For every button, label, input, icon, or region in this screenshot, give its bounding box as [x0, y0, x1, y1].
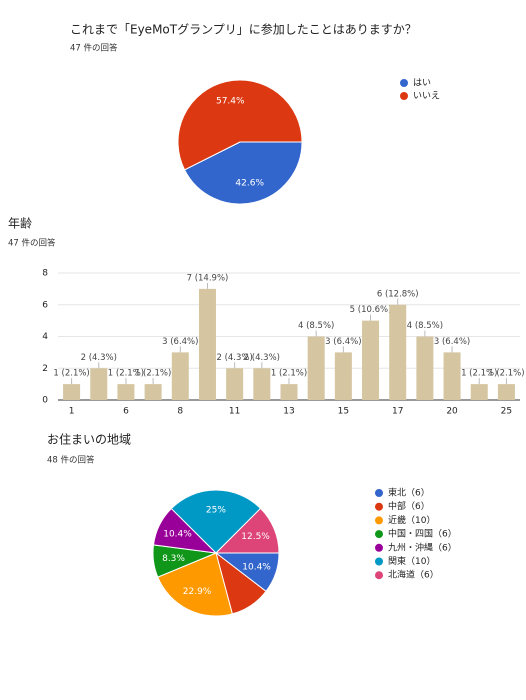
bar-value-label: 3 (6.4%) — [162, 337, 198, 347]
y-tick-label: 6 — [42, 300, 48, 310]
legend-label: 関東（10） — [388, 555, 435, 567]
bar-value-label: 4 (8.5%) — [407, 321, 443, 331]
slice-label: 22.9% — [183, 587, 212, 597]
legend-label: 中国・四国（6） — [388, 528, 457, 540]
bar — [443, 352, 461, 400]
legend-label: 東北（6） — [388, 487, 430, 499]
pie-slice — [177, 79, 303, 171]
bar-value-label: 1 (2.1%) — [488, 369, 524, 379]
bar-value-label: 4 (8.5%) — [298, 321, 334, 331]
pie-slice — [157, 552, 233, 617]
pie-slice — [183, 141, 303, 205]
y-tick-label: 0 — [42, 396, 48, 406]
bar-value-label: 1 (2.1%) — [135, 369, 171, 379]
bar — [144, 384, 162, 400]
legend-swatch — [375, 530, 383, 539]
x-tick-label: 20 — [446, 407, 458, 417]
bar — [90, 368, 108, 400]
bar — [416, 336, 434, 400]
bar — [226, 368, 244, 400]
chart-title: これまで「EyeMoTグランプリ」に参加したことはありますか？ — [70, 22, 417, 37]
chart-subtitle: 48 件の回答 — [47, 455, 95, 466]
bar-value-label: 2 (4.3%) — [216, 353, 252, 363]
slice-label: 10.4% — [242, 562, 271, 572]
slice-label: 25% — [206, 506, 226, 516]
legend-swatch — [375, 543, 383, 552]
legend-swatch — [375, 489, 383, 497]
slice-label: 12.5% — [241, 532, 270, 542]
legend-label: いいえ — [413, 91, 440, 102]
x-tick-label: 25 — [501, 407, 512, 417]
chart-title: 年齢 — [8, 216, 32, 231]
bar — [198, 288, 216, 400]
chart-subtitle: 47 件の回答 — [70, 43, 118, 54]
x-tick-label: 15 — [338, 407, 349, 417]
legend-label: 北海道（6） — [388, 569, 439, 581]
bar — [253, 368, 271, 400]
bar — [63, 384, 81, 400]
x-tick-label: 1 — [69, 407, 75, 417]
slice-label: 10.4% — [163, 530, 192, 540]
bar-value-label: 3 (6.4%) — [434, 337, 470, 347]
legend-label: 九州・沖縄（6） — [388, 541, 457, 553]
legend-swatch — [400, 79, 408, 87]
slice-label: 57.4% — [216, 96, 245, 106]
bar — [117, 384, 135, 400]
bar-value-label: 3 (6.4%) — [325, 337, 361, 347]
bar — [389, 304, 407, 400]
bar-value-label: 2 (4.3%) — [244, 353, 280, 363]
legend-swatch — [375, 502, 383, 511]
bar-value-label: 1 (2.1%) — [108, 369, 144, 379]
bar-value-label: 6 (12.8%) — [377, 289, 419, 299]
chart-title: お住まいの地域 — [47, 433, 131, 447]
y-tick-label: 2 — [42, 364, 48, 374]
slice-label: 8.3% — [162, 554, 185, 564]
x-tick-label: 17 — [392, 407, 403, 417]
x-tick-label: 8 — [177, 407, 183, 417]
pie-slice — [214, 507, 280, 554]
x-tick-label: 6 — [123, 407, 129, 417]
pie-slice — [170, 489, 262, 554]
bar-value-label: 1 (2.1%) — [53, 369, 89, 379]
bar — [334, 352, 352, 400]
legend-swatch — [400, 92, 408, 100]
legend-label: はい — [413, 78, 431, 89]
bar — [171, 352, 189, 400]
bar-value-label: 5 (10.6%) — [350, 305, 392, 315]
bar-value-label: 1 (2.1%) — [461, 369, 497, 379]
bar — [280, 384, 298, 400]
bar-value-label: 1 (2.1%) — [271, 369, 307, 379]
chart-subtitle: 47 件の回答 — [8, 238, 56, 249]
slice-label: 42.6% — [235, 179, 264, 189]
legend-label: 近畿（10） — [388, 514, 435, 526]
bar — [470, 384, 488, 400]
x-tick-label: 11 — [229, 407, 240, 417]
x-tick-label: 13 — [283, 407, 294, 417]
bar-value-label: 7 (14.9%) — [187, 273, 229, 283]
bar — [362, 320, 380, 400]
legend-swatch — [375, 516, 383, 525]
y-tick-label: 8 — [42, 269, 48, 279]
legend-label: 中部（6） — [388, 500, 430, 512]
bar — [307, 336, 325, 400]
bar — [497, 384, 515, 400]
bar-value-label: 2 (4.3%) — [81, 353, 117, 363]
legend-swatch — [375, 571, 383, 580]
legend-swatch — [375, 557, 383, 566]
y-tick-label: 4 — [42, 332, 48, 342]
